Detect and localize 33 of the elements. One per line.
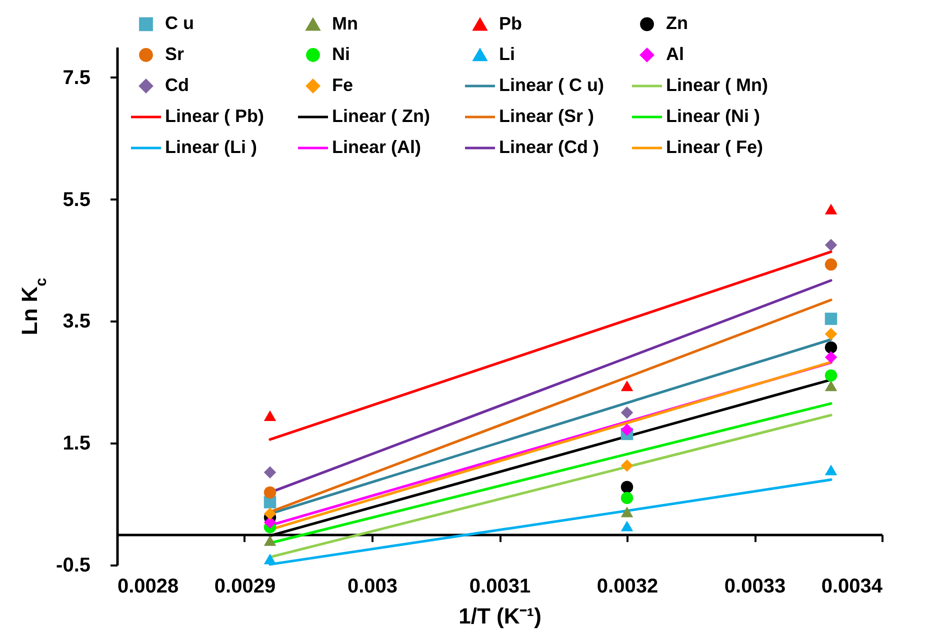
legend-label: Linear (Cd ) [499, 137, 600, 157]
x-tick-label: 0.0034 [821, 576, 884, 598]
legend-label: Sr [165, 44, 184, 64]
y-tick-label: 5.5 [62, 188, 90, 211]
legend-label: Li [499, 44, 515, 64]
legend-label: Linear ( Fe) [666, 137, 764, 157]
legend-label: Linear ( Zn) [332, 106, 430, 126]
legend-label: Linear (Ni ) [666, 106, 760, 126]
legend-label: Linear (Sr ) [499, 106, 594, 126]
legend-label: C u [165, 13, 194, 34]
legend-label: Cd [165, 75, 189, 95]
x-tick-label: 0.0031 [469, 576, 531, 598]
y-tick-label: 3.5 [62, 310, 90, 333]
x-tick-label: 0.0032 [596, 576, 658, 598]
legend-label: Linear ( Mn) [666, 75, 768, 95]
legend-label: Linear (Li ) [165, 137, 258, 157]
y-tick-label: -0.5 [56, 554, 90, 576]
x-axis-title: 1/T (K⁻¹) [458, 604, 542, 628]
x-tick-label: 0.003 [347, 576, 398, 598]
legend-label: Mn [332, 14, 358, 34]
legend-label: Pb [499, 14, 522, 34]
legend-label: Linear ( Pb) [165, 106, 264, 126]
y-tick-label: 1.5 [62, 432, 90, 455]
legend-label: Ni [332, 44, 350, 64]
legend-label: Linear (Al) [332, 137, 422, 157]
legend-label: Fe [332, 75, 354, 95]
legend-label: Al [666, 44, 684, 64]
legend-label: Linear ( C u) [499, 75, 604, 95]
x-tick-label: 0.0029 [214, 576, 276, 598]
x-tick-label: 0.0033 [724, 576, 786, 598]
x-tick-label: 0.0028 [118, 576, 179, 598]
legend-label: Zn [666, 13, 688, 34]
y-tick-label: 7.5 [62, 66, 90, 89]
